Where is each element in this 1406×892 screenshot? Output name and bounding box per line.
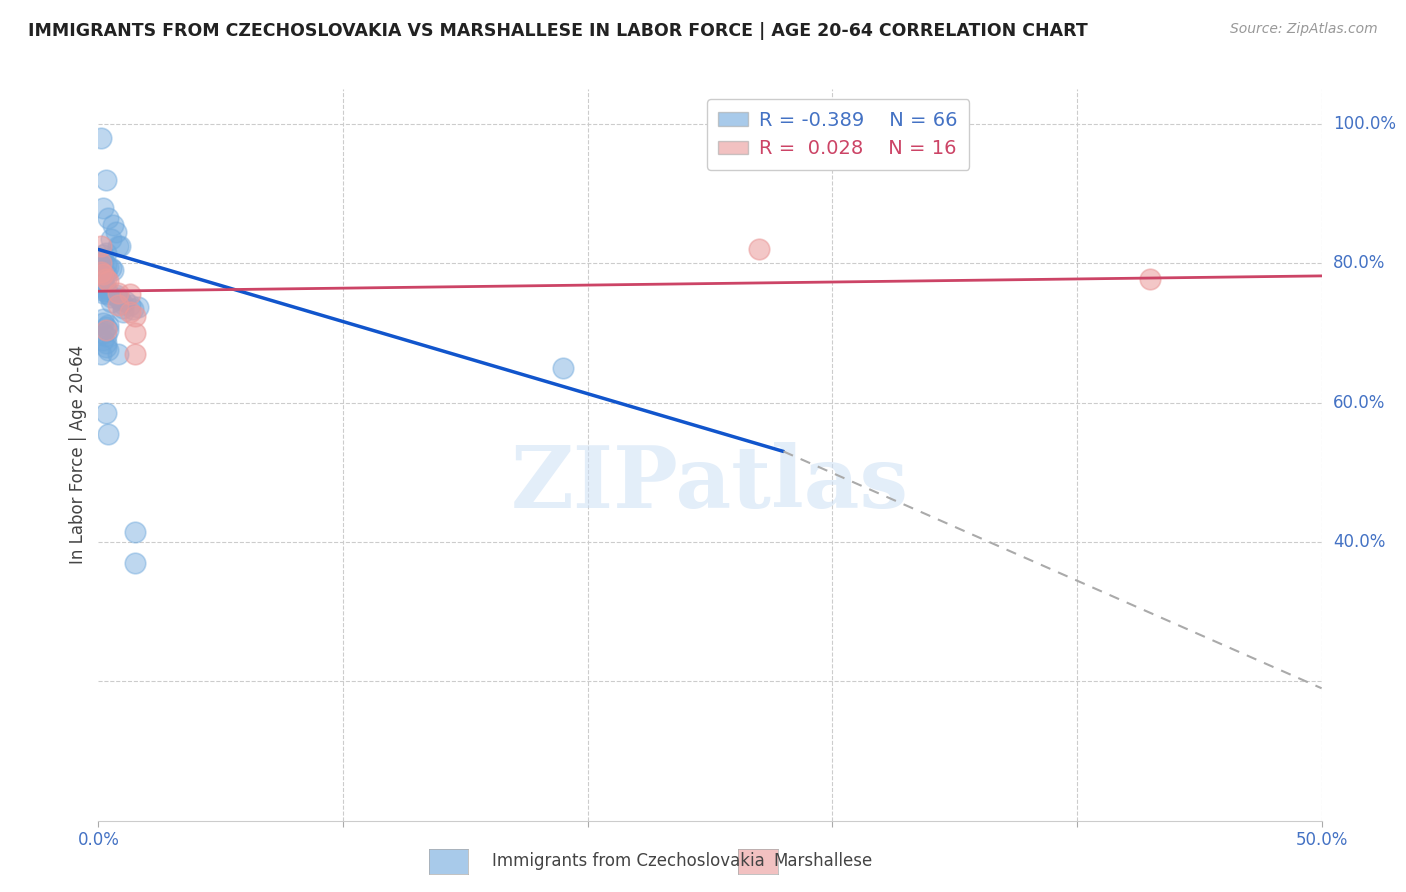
Point <box>97 260 120 274</box>
Point <box>91 285 114 300</box>
Point <box>90 265 112 279</box>
Point <box>1139 271 1161 285</box>
Text: Marshallese: Marshallese <box>773 852 873 870</box>
Point <box>97 343 120 358</box>
Point <box>91 326 114 340</box>
Point <box>90 239 112 253</box>
Point <box>114 293 136 308</box>
Point <box>111 305 134 319</box>
Point <box>94 258 117 272</box>
Point <box>124 347 146 361</box>
Point <box>91 312 114 326</box>
Point <box>94 406 117 420</box>
Point <box>94 320 117 334</box>
Point <box>748 243 770 257</box>
Point <box>100 232 122 246</box>
Point <box>101 218 124 232</box>
Point <box>100 290 122 304</box>
Point <box>124 326 146 340</box>
Point <box>107 347 129 361</box>
Point <box>111 297 134 311</box>
Point <box>90 276 112 290</box>
Text: Source: ZipAtlas.com: Source: ZipAtlas.com <box>1230 22 1378 37</box>
Text: 60.0%: 60.0% <box>1333 393 1385 412</box>
Point <box>100 261 122 276</box>
Point <box>94 322 117 336</box>
Point <box>107 291 129 305</box>
Point <box>94 271 117 285</box>
Text: ZIPatlas: ZIPatlas <box>510 442 910 526</box>
Point <box>111 301 134 315</box>
Text: 40.0%: 40.0% <box>1333 533 1385 551</box>
Point <box>94 329 117 343</box>
Point <box>90 131 112 145</box>
Point <box>97 427 120 442</box>
Point <box>91 267 114 281</box>
Point <box>120 287 142 301</box>
Text: Immigrants from Czechoslovakia: Immigrants from Czechoslovakia <box>492 852 765 870</box>
Point <box>94 340 117 354</box>
Point <box>100 295 122 310</box>
Point <box>97 318 120 332</box>
Y-axis label: In Labor Force | Age 20-64: In Labor Force | Age 20-64 <box>69 345 87 565</box>
Point <box>90 278 112 293</box>
Point <box>90 270 112 285</box>
Point <box>91 280 114 294</box>
Point <box>90 256 112 270</box>
Point <box>94 173 117 187</box>
Text: 80.0%: 80.0% <box>1333 254 1385 272</box>
Point <box>91 273 114 287</box>
Point <box>127 300 149 314</box>
Point <box>90 251 112 265</box>
Point <box>553 360 575 375</box>
Point <box>89 275 111 289</box>
Point <box>91 254 114 268</box>
Point <box>90 271 112 285</box>
Point <box>124 524 146 539</box>
Point <box>90 283 112 297</box>
Point <box>107 298 129 312</box>
Point <box>107 239 129 253</box>
Point <box>91 333 114 347</box>
Point <box>94 336 117 351</box>
Point <box>91 277 114 292</box>
Point <box>97 274 120 288</box>
Point <box>97 287 120 301</box>
Text: 100.0%: 100.0% <box>1333 115 1396 133</box>
Point <box>104 225 127 239</box>
Point <box>124 556 146 570</box>
Point <box>101 263 124 277</box>
Point <box>124 309 146 323</box>
Point <box>121 302 143 317</box>
Point <box>90 265 112 279</box>
Point <box>94 284 117 298</box>
Point <box>120 298 142 312</box>
Point <box>89 268 111 283</box>
Point <box>91 201 114 215</box>
Point <box>91 316 114 330</box>
Point <box>94 281 117 295</box>
Point <box>91 266 114 280</box>
Point <box>91 248 114 262</box>
Point <box>97 322 120 336</box>
Point <box>104 288 127 302</box>
Point <box>90 256 112 270</box>
Point <box>90 347 112 361</box>
Point <box>110 239 132 253</box>
Point <box>97 211 120 225</box>
Point <box>94 246 117 260</box>
Point <box>120 305 142 319</box>
Point <box>94 268 117 282</box>
Point <box>110 293 132 307</box>
Text: IMMIGRANTS FROM CZECHOSLOVAKIA VS MARSHALLESE IN LABOR FORCE | AGE 20-64 CORRELA: IMMIGRANTS FROM CZECHOSLOVAKIA VS MARSHA… <box>28 22 1088 40</box>
Legend: R = -0.389    N = 66, R =  0.028    N = 16: R = -0.389 N = 66, R = 0.028 N = 16 <box>707 99 969 170</box>
Point <box>107 285 129 300</box>
